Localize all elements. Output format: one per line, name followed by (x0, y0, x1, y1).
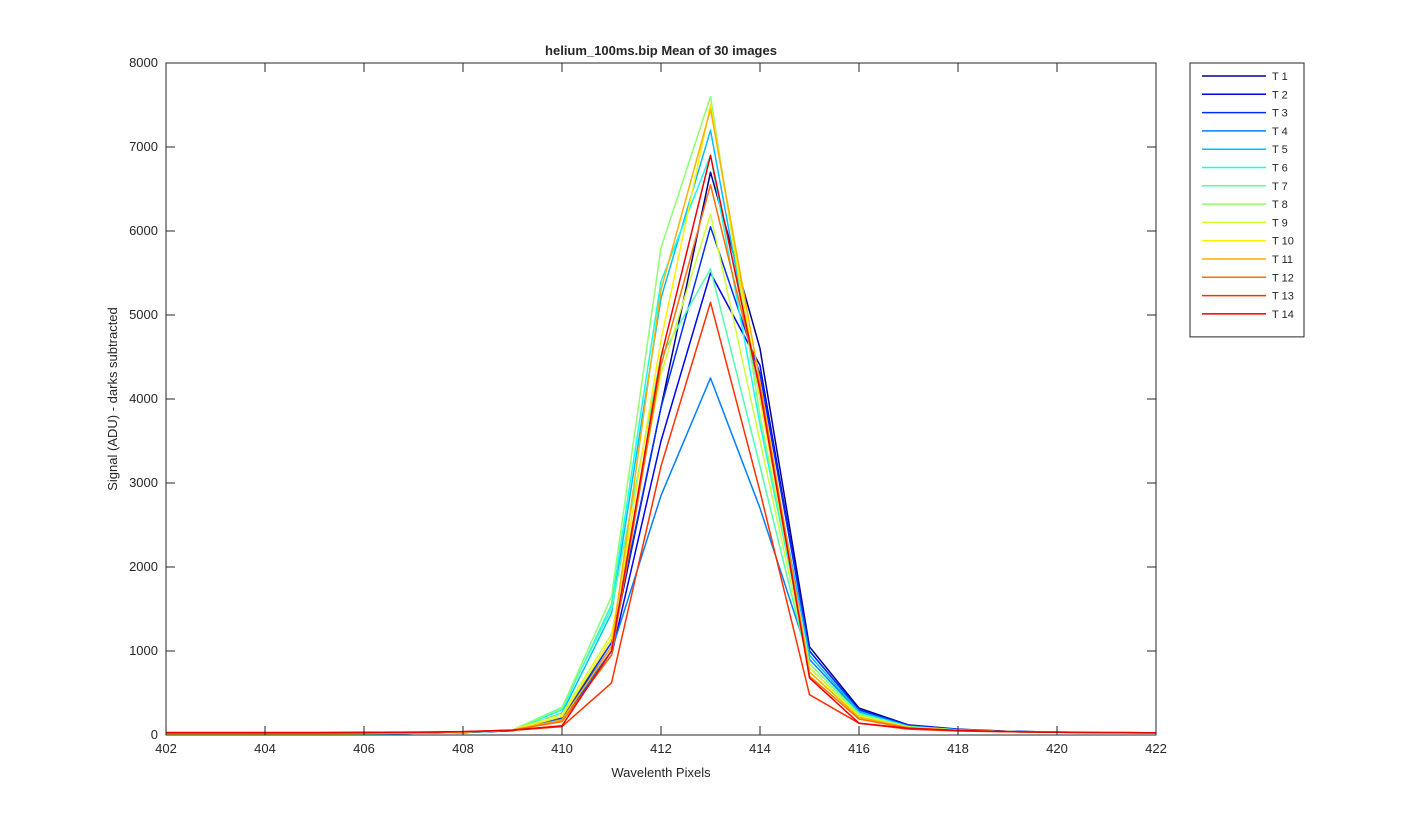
x-tick-label: 414 (749, 741, 771, 756)
x-tick-label: 410 (551, 741, 573, 756)
x-tick-label: 422 (1145, 741, 1167, 756)
y-tick-label: 7000 (129, 139, 158, 154)
legend-label: T 9 (1272, 217, 1288, 229)
legend: T 1 T 2 T 3 T 4 T 5 T 6 T 7 T 8 T 9 T 10 T 11 T 12 T… (1189, 62, 1305, 338)
x-tick-label: 406 (353, 741, 375, 756)
x-tick-label: 418 (947, 741, 969, 756)
x-tick-label: 404 (254, 741, 276, 756)
y-tick-label: 8000 (129, 55, 158, 70)
legend-box (1189, 62, 1305, 338)
x-tick-label: 402 (155, 741, 177, 756)
x-tick-label: 412 (650, 741, 672, 756)
y-tick-label: 3000 (129, 475, 158, 490)
x-tick-label: 416 (848, 741, 870, 756)
legend-label: T 6 (1272, 163, 1288, 175)
x-tick-label: 420 (1046, 741, 1068, 756)
y-axis-label: Signal (ADU) - darks subtracted (105, 307, 120, 491)
legend-label: T 8 (1272, 199, 1288, 211)
axes-layer: 402 404 406 408 410 412 414 416 418 420 422 0 1000 20… (129, 55, 1167, 756)
y-tick-label: 6000 (129, 223, 158, 238)
y-tick-label: 0 (151, 727, 158, 742)
chart-title: helium_100ms.bip Mean of 30 images (545, 43, 777, 58)
series-layer (166, 95, 1157, 735)
x-axis-label: Wavelenth Pixels (611, 765, 711, 780)
plot-area (166, 63, 1156, 735)
y-tick-label: 5000 (129, 307, 158, 322)
legend-label: T 2 (1272, 89, 1288, 101)
series-line-14 (166, 154, 1157, 734)
legend-label: T 10 (1272, 236, 1294, 248)
legend-label: T 14 (1272, 309, 1294, 321)
legend-label: T 3 (1272, 108, 1288, 120)
legend-label: T 1 (1272, 71, 1288, 83)
legend-label: T 4 (1272, 126, 1288, 138)
legend-label: T 7 (1272, 181, 1288, 193)
legend-label: T 11 (1272, 254, 1293, 266)
legend-label: T 12 (1272, 272, 1294, 284)
legend-label: T 13 (1272, 291, 1294, 303)
y-tick-label: 4000 (129, 391, 158, 406)
y-tick-label: 2000 (129, 559, 158, 574)
x-tick-label: 408 (452, 741, 474, 756)
y-tick-label: 1000 (129, 643, 158, 658)
legend-label: T 5 (1272, 144, 1288, 156)
